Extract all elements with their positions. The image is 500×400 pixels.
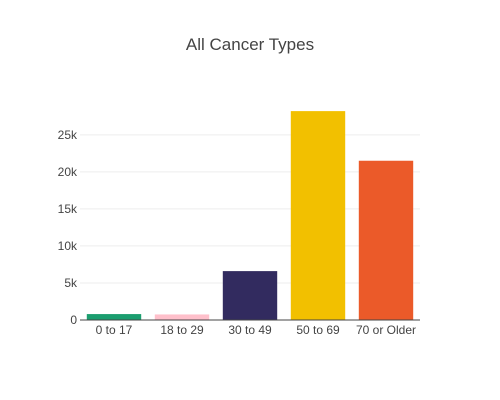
bar [86, 314, 142, 320]
y-axis-ticks: 0 5k 10k 15k 20k 25k [58, 128, 78, 327]
bar [154, 314, 210, 320]
y-tick-label: 15k [58, 202, 78, 216]
chart-title: All Cancer Types [186, 35, 314, 54]
x-tick-label: 50 to 69 [296, 323, 340, 337]
x-tick-label: 30 to 49 [228, 323, 272, 337]
y-tick-label: 20k [58, 165, 78, 179]
y-tick-label: 25k [58, 128, 78, 142]
y-tick-label: 5k [64, 276, 78, 290]
bar [358, 160, 414, 320]
x-axis-ticks: 0 to 17 18 to 29 30 to 49 50 to 69 70 or Old… [96, 323, 416, 337]
x-tick-label: 70 or Older [356, 323, 416, 337]
bar [222, 271, 278, 320]
bars [86, 111, 414, 320]
y-tick-label: 10k [58, 239, 78, 253]
x-tick-label: 18 to 29 [160, 323, 204, 337]
x-tick-label: 0 to 17 [96, 323, 133, 337]
y-tick-label: 0 [70, 313, 77, 327]
bar [290, 111, 346, 320]
